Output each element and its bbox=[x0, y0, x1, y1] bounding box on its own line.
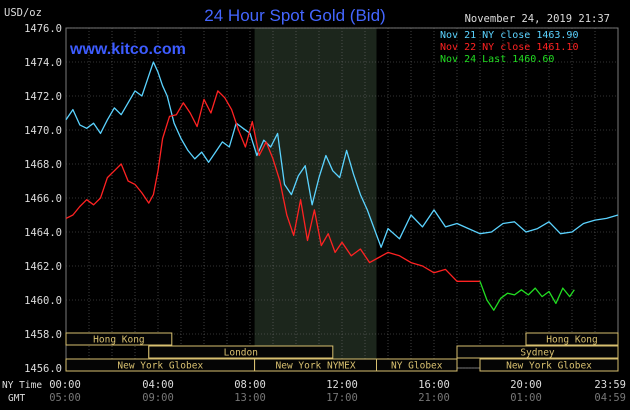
session-label: London bbox=[224, 348, 258, 359]
y-tick-label: 1456.0 bbox=[24, 363, 62, 375]
x-tick-label-gmt: 17:00 bbox=[326, 392, 358, 404]
session-label: New York NYMEX bbox=[276, 361, 356, 372]
y-tick-label: 1458.0 bbox=[24, 329, 62, 341]
series-line-2 bbox=[479, 281, 575, 311]
x-tick-label-gmt: 13:00 bbox=[234, 392, 266, 404]
session-bar bbox=[456, 345, 619, 359]
x-tick-label-gmt: 21:00 bbox=[418, 392, 450, 404]
session-bar bbox=[148, 345, 334, 359]
chart-title: 24 Hour Spot Gold (Bid) bbox=[204, 6, 385, 25]
session-label: NY Globex bbox=[391, 361, 443, 372]
legend-item-nov21: Nov 21 NY close 1463.90 bbox=[440, 30, 578, 41]
site-watermark: www.kitco.com bbox=[69, 41, 186, 58]
x-tick-label-ny: 08:00 bbox=[234, 379, 266, 391]
ny-time-label: NY Time bbox=[2, 380, 42, 391]
session-bar bbox=[479, 358, 619, 372]
session-bar bbox=[376, 358, 458, 372]
gmt-label: GMT bbox=[8, 393, 25, 404]
x-tick-label-ny: 04:00 bbox=[142, 379, 174, 391]
y-tick-label: 1460.0 bbox=[24, 295, 62, 307]
y-tick-label: 1464.0 bbox=[24, 227, 62, 239]
y-tick-label: 1474.0 bbox=[24, 57, 62, 69]
session-bar bbox=[65, 332, 173, 346]
y-tick-label: 1470.0 bbox=[24, 125, 62, 137]
y-tick-label: 1466.0 bbox=[24, 193, 62, 205]
x-tick-label-ny: 00:00 bbox=[49, 379, 81, 391]
x-tick-label-gmt: 09:00 bbox=[142, 392, 174, 404]
x-tick-label-gmt: 04:59 bbox=[594, 392, 626, 404]
x-tick-label-ny: 12:00 bbox=[326, 379, 358, 391]
session-label: New York Globex bbox=[117, 361, 203, 372]
series-line-0 bbox=[65, 61, 619, 248]
x-tick-label-gmt: 05:00 bbox=[49, 392, 81, 404]
y-tick-label: 1468.0 bbox=[24, 159, 62, 171]
x-tick-label-ny: 20:00 bbox=[510, 379, 542, 391]
legend: Nov 21 NY close 1463.90 Nov 22 NY close … bbox=[440, 30, 578, 65]
legend-item-nov24: Nov 24 Last 1460.60 bbox=[440, 54, 554, 65]
session-label: New York Globex bbox=[506, 361, 592, 372]
y-tick-label: 1462.0 bbox=[24, 261, 62, 273]
session-bar bbox=[525, 332, 619, 346]
session-label: Hong Kong bbox=[546, 335, 597, 346]
y-tick-label: 1476.0 bbox=[24, 23, 62, 35]
series-line-1 bbox=[65, 90, 480, 282]
date-label: November 24, 2019 21:37 bbox=[465, 13, 610, 25]
units-label: USD/oz bbox=[4, 7, 42, 19]
y-tick-label: 1472.0 bbox=[24, 91, 62, 103]
x-tick-label-ny: 23:59 bbox=[594, 379, 626, 391]
session-label: Sydney bbox=[520, 348, 555, 359]
x-tick-label-gmt: 01:00 bbox=[510, 392, 542, 404]
legend-item-nov22: Nov 22 NY close 1461.10 bbox=[440, 42, 578, 53]
x-tick-label-ny: 16:00 bbox=[418, 379, 450, 391]
session-label: Hong Kong bbox=[93, 335, 144, 346]
